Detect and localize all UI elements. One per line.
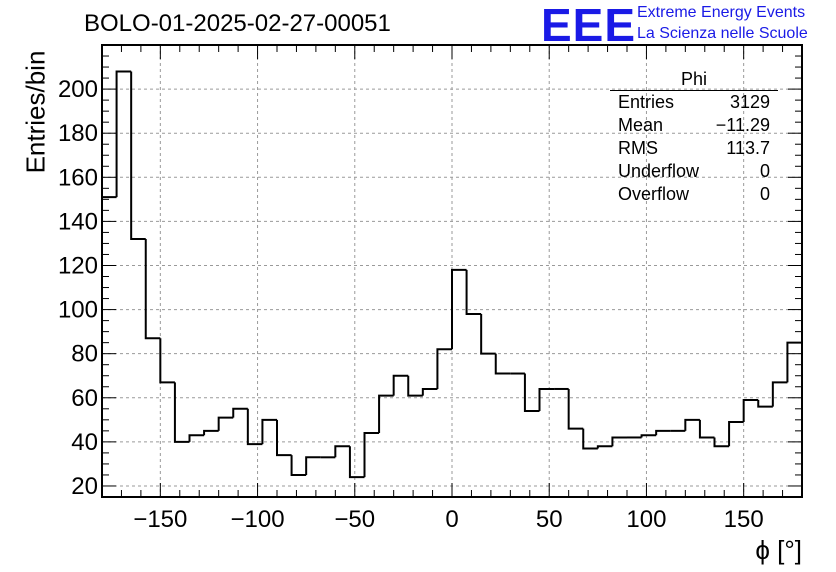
stats-value: 3129 xyxy=(729,92,770,112)
histogram-bin xyxy=(144,239,161,340)
histogram-bin xyxy=(246,408,263,446)
y-tick-label: 140 xyxy=(58,208,98,235)
y-tick-label: 40 xyxy=(71,429,98,456)
stats-value: 0 xyxy=(759,184,770,204)
stats-row-overflow: Overflow 0 xyxy=(610,183,778,206)
histogram-bin xyxy=(261,418,277,445)
histogram-bin xyxy=(407,375,423,397)
histogram-bin xyxy=(596,445,613,449)
histogram-bin xyxy=(276,419,292,457)
stats-label: Entries xyxy=(618,92,675,112)
histogram-bin xyxy=(290,455,307,476)
x-axis-label: ϕ [°] xyxy=(755,535,802,565)
histogram-bin xyxy=(786,341,802,383)
x-tick-label: −50 xyxy=(334,506,375,533)
stats-title: Phi xyxy=(610,68,778,91)
histogram-bin xyxy=(480,313,496,355)
tick-labels: −150 −100 −50 0 50 100 150 20 40 60 80 100 120 140 160… xyxy=(58,76,764,533)
histogram-bin xyxy=(757,399,773,408)
histogram-bin xyxy=(567,388,584,430)
histogram-bin xyxy=(115,70,132,198)
histogram-bin xyxy=(494,353,511,375)
logo-line-1: Extreme Energy Events xyxy=(637,4,806,21)
y-tick-label: 180 xyxy=(58,120,98,147)
logo-line-2: La Scienza nelle Scuole xyxy=(637,25,808,42)
histogram-bin xyxy=(173,382,190,443)
stats-row-entries: Entries 3129 xyxy=(610,91,778,114)
y-tick-label: 160 xyxy=(58,164,98,191)
histogram-bin xyxy=(159,338,175,384)
y-tick-label: 60 xyxy=(71,385,98,412)
stats-label: Mean xyxy=(618,115,664,135)
histogram-bin xyxy=(771,381,788,407)
stats-value: 0 xyxy=(759,161,770,181)
eee-logo: EEE xyxy=(541,0,637,51)
histogram-bin xyxy=(363,432,380,478)
histogram-bin xyxy=(348,446,365,479)
histogram-bin xyxy=(392,374,409,396)
chart-title: BOLO-01-2025-02-27-00051 xyxy=(84,10,391,37)
histogram-bin xyxy=(378,394,394,434)
x-tick-label: −100 xyxy=(231,506,285,533)
histogram-bin xyxy=(611,436,627,447)
x-tick-label: 150 xyxy=(724,506,764,533)
histogram-bin xyxy=(203,429,219,436)
axis-ticks xyxy=(101,45,803,497)
stats-row-underflow: Underflow 0 xyxy=(610,160,778,183)
stats-label: Overflow xyxy=(618,184,690,204)
x-tick-label: 0 xyxy=(445,506,458,533)
stats-row-mean: Mean −11.29 xyxy=(610,114,778,137)
stats-label: Underflow xyxy=(618,161,700,181)
histogram-bin xyxy=(742,398,759,423)
histogram-bin xyxy=(305,456,321,475)
histogram-bin xyxy=(538,387,555,412)
x-tick-label: −150 xyxy=(133,506,187,533)
stats-box: Phi Entries 3129 Mean −11.29 RMS 113.7 U… xyxy=(610,68,778,206)
histogram-bin xyxy=(684,418,700,431)
histogram-bin xyxy=(640,434,657,438)
histogram-bin xyxy=(232,407,248,418)
y-tick-label: 80 xyxy=(71,341,98,368)
histogram-bin xyxy=(436,348,452,389)
histogram-bin xyxy=(130,71,146,241)
stats-label: RMS xyxy=(618,138,658,158)
histogram-bin xyxy=(217,416,234,431)
histogram-bin xyxy=(728,421,744,447)
y-tick-label: 200 xyxy=(58,76,98,103)
stats-row-rms: RMS 113.7 xyxy=(610,137,778,160)
histogram-bin xyxy=(713,437,730,448)
y-tick-label: 100 xyxy=(58,297,98,324)
stats-value: −11.29 xyxy=(715,115,770,135)
histogram-bin xyxy=(465,269,482,315)
histogram-bin xyxy=(698,419,715,439)
histogram-bin xyxy=(451,268,467,350)
histogram-bin xyxy=(523,373,540,413)
histogram-bin xyxy=(421,387,438,396)
histogram-bins xyxy=(101,70,803,497)
histogram-bin xyxy=(655,429,671,436)
y-tick-label: 20 xyxy=(71,473,98,500)
histogram-bin xyxy=(334,445,350,458)
y-tick-label: 120 xyxy=(58,252,98,279)
x-tick-label: 50 xyxy=(536,506,563,533)
histogram-bin xyxy=(101,196,117,497)
y-axis-label: Entries/bin xyxy=(20,50,51,174)
x-tick-label: 100 xyxy=(626,506,666,533)
histogram-bin xyxy=(188,434,205,442)
stats-value: 113.7 xyxy=(726,138,770,158)
histogram-bin xyxy=(582,428,598,450)
